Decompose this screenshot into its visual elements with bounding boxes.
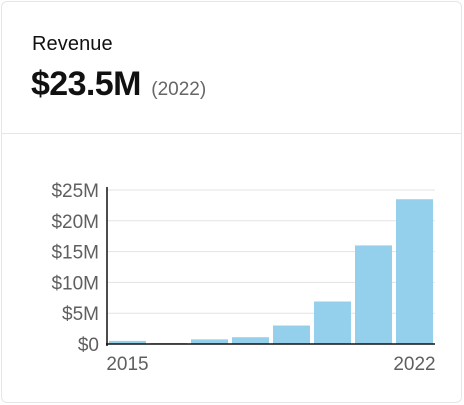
metric-value-row: $23.5M (2022) <box>31 65 206 104</box>
x-tick-label: 2015 <box>106 354 148 375</box>
x-tick-label: 2022 <box>393 354 435 375</box>
y-tick-labels: $0 $5M $10M $15M $20M $25M <box>51 181 99 356</box>
y-tick-label: $5M <box>62 304 99 325</box>
y-tick-label: $20M <box>51 212 99 233</box>
card-header: Revenue $23.5M (2022) <box>2 2 461 134</box>
x-tick-labels: 2015 2022 <box>106 354 435 375</box>
bar-2017 <box>191 339 228 344</box>
bar-2022 <box>396 199 433 344</box>
bar-2015 <box>109 340 146 344</box>
bar-2019 <box>273 325 310 344</box>
bar-2020 <box>314 301 351 344</box>
y-tick-label: $25M <box>51 181 99 202</box>
bar-2021 <box>355 245 392 344</box>
metric-label: Revenue <box>32 33 113 55</box>
y-tick-label: $10M <box>51 273 99 294</box>
bar-2018 <box>232 337 269 344</box>
metric-year: (2022) <box>151 79 207 100</box>
metric-value: $23.5M <box>31 65 141 103</box>
bars <box>109 199 433 344</box>
axes <box>106 187 435 346</box>
y-tick-label: $0 <box>78 335 99 356</box>
y-tick-label: $15M <box>51 243 99 264</box>
